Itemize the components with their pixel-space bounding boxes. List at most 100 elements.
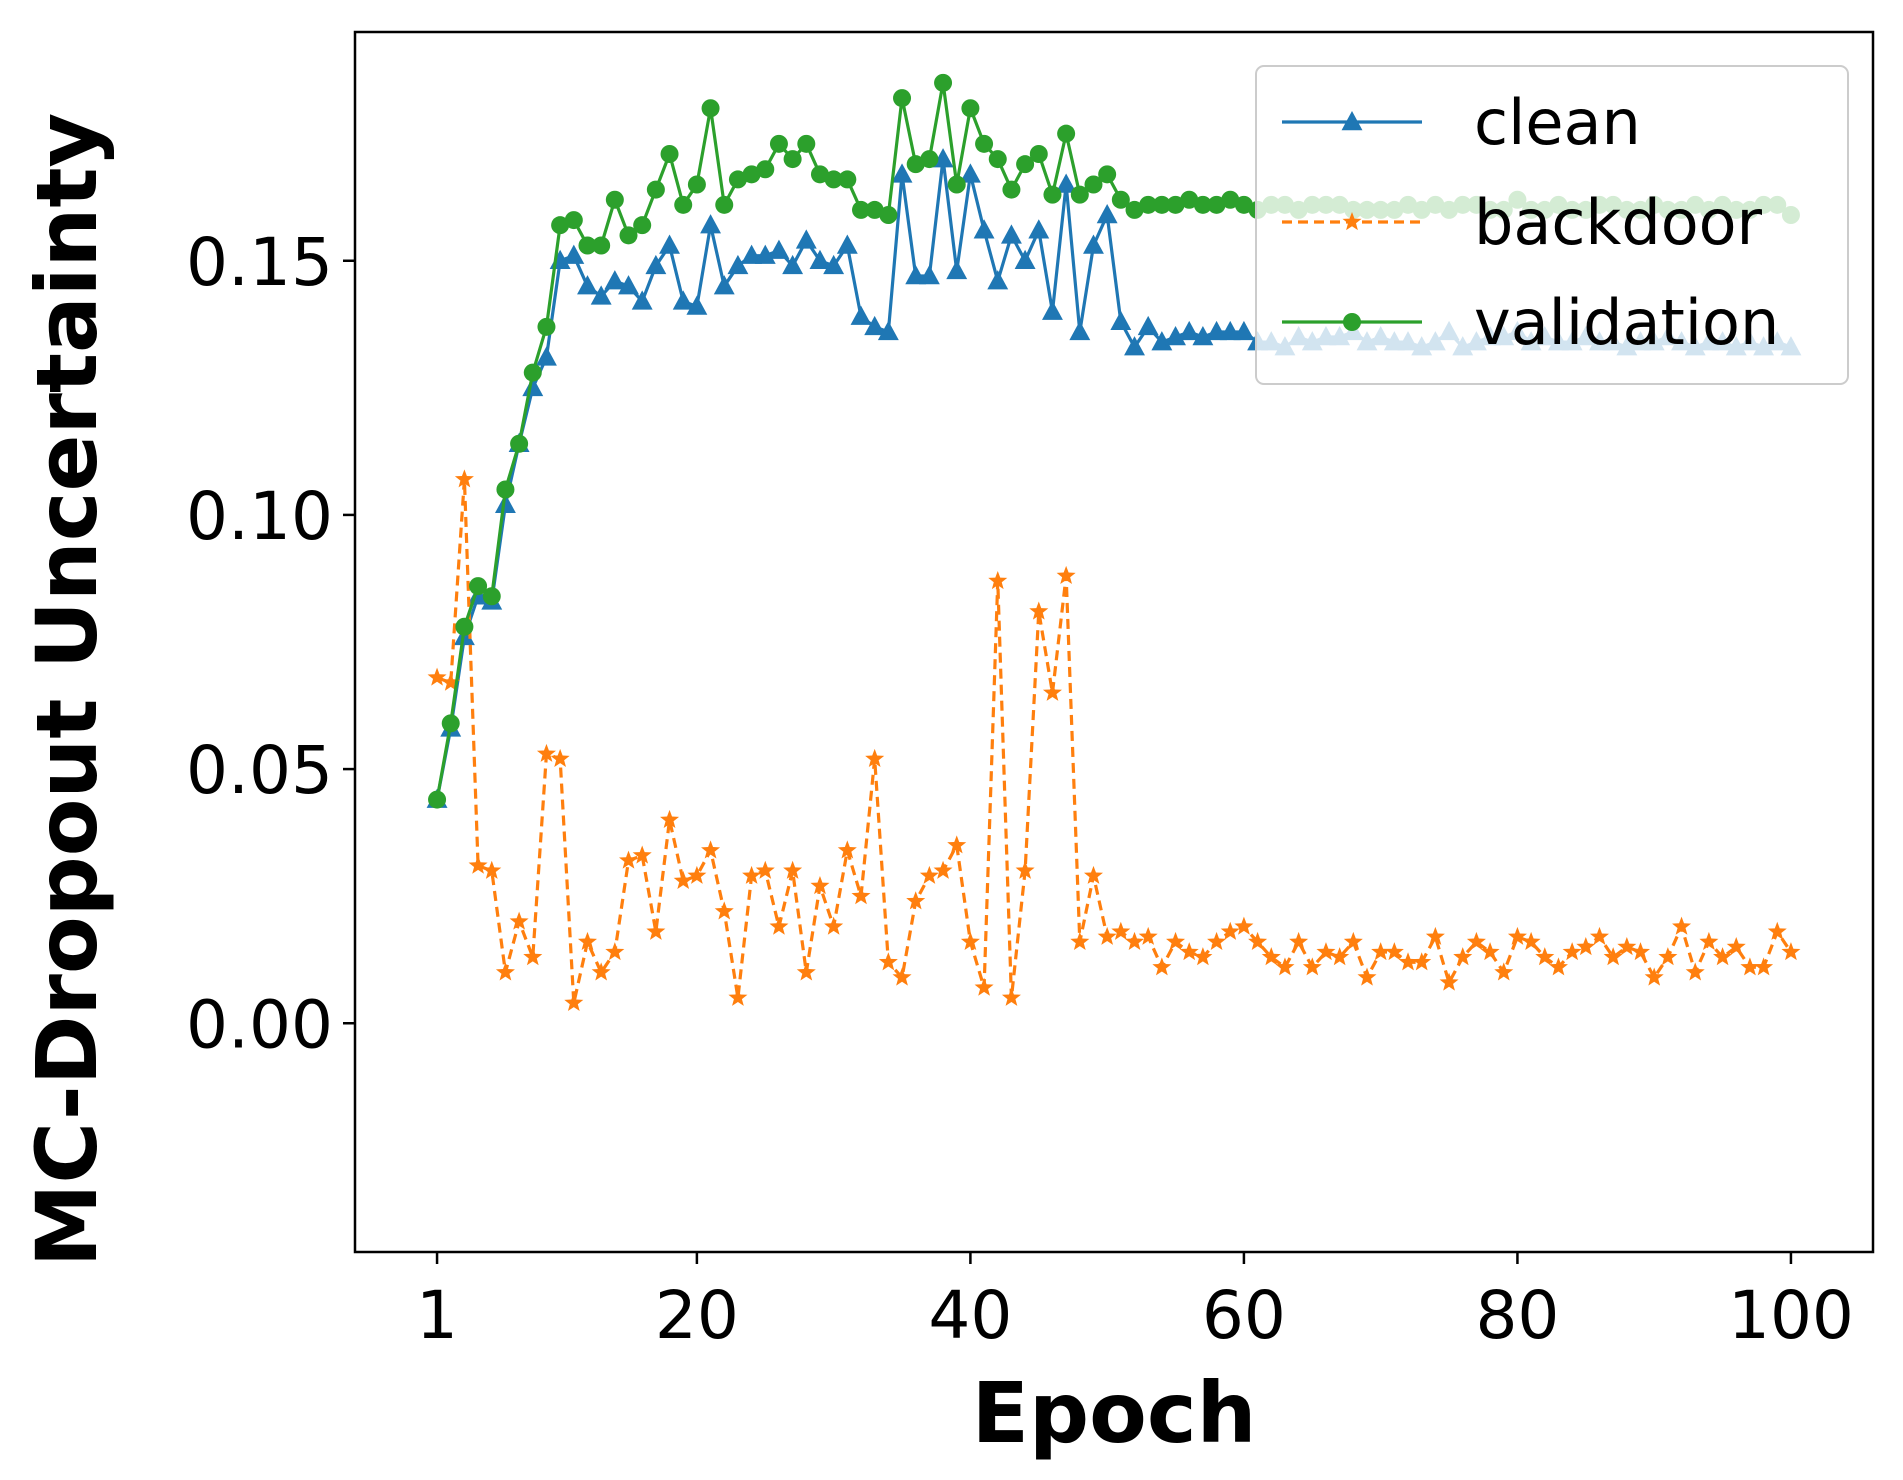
data-point-validation [838,170,857,189]
data-point-backdoor [769,916,789,935]
data-point-backdoor [728,987,748,1006]
data-point-backdoor [1562,942,1582,961]
data-point-clean [918,265,940,285]
data-point-backdoor [632,845,652,864]
data-point-clean [522,376,544,397]
legend-marker-clean [1341,111,1363,131]
data-point-validation [728,170,747,189]
data-point-clean [1206,320,1228,341]
data-point-clean [1124,336,1145,356]
data-point-backdoor [714,901,734,920]
data-point-clean [700,214,722,234]
data-point-clean [727,254,749,275]
data-point-validation [1152,195,1171,214]
data-point-backdoor [1548,957,1568,976]
data-point-backdoor [441,672,461,691]
data-point-validation [551,216,570,235]
data-point-clean [1000,224,1022,244]
data-point-backdoor [947,835,967,854]
data-point-validation [1070,185,1089,204]
data-point-clean [823,254,845,275]
data-point-validation [441,714,460,733]
data-point-clean [1069,320,1091,341]
data-point-validation [592,236,611,255]
data-point-backdoor [892,967,912,986]
data-point-backdoor [824,916,844,935]
data-point-clean [754,244,776,264]
data-point-validation [523,363,542,382]
data-point-backdoor [1412,952,1432,971]
data-point-backdoor [1439,972,1459,991]
legend-marker-backdoor [1342,212,1362,231]
data-point-backdoor [687,865,707,884]
data-point-clean [590,285,612,305]
data-point-clean [1055,173,1077,193]
data-point-clean [877,320,899,341]
data-point-backdoor [810,876,830,895]
data-point-backdoor [796,962,816,981]
data-point-clean [1014,249,1036,269]
data-point-validation [455,617,474,636]
data-point-validation [865,200,884,219]
data-point-backdoor [1507,926,1527,945]
data-point-backdoor [1781,942,1801,961]
data-point-validation [797,134,816,153]
data-point-validation [1016,155,1035,174]
data-point-clean [1110,310,1132,330]
data-point-clean [768,239,790,259]
data-point-backdoor [468,855,488,874]
data-point-backdoor [960,931,980,951]
x-tick-label: 20 [655,1277,739,1354]
data-point-backdoor [1001,987,1021,1006]
data-point-backdoor [1480,942,1500,961]
data-point-clean [987,270,1009,290]
data-point-validation [1029,145,1048,163]
legend-marker-validation [1343,313,1361,331]
data-point-backdoor [1521,931,1541,951]
data-point-backdoor [1220,921,1240,940]
data-point-backdoor [605,942,625,961]
data-point-validation [578,236,597,255]
data-point-backdoor [577,931,597,951]
data-point-backdoor [523,947,543,966]
data-point-backdoor [1631,942,1651,961]
data-point-clean [1219,320,1241,341]
data-point-backdoor [1713,947,1733,966]
data-point-backdoor [1453,947,1473,966]
data-point-validation [769,134,788,153]
data-point-clean [577,275,598,295]
data-point-clean [1028,219,1050,239]
data-point-validation [893,89,912,108]
data-point-backdoor [1644,967,1664,986]
data-point-validation [1166,195,1185,214]
data-point-validation [537,317,556,336]
data-point-clean [713,275,735,295]
data-point-clean [672,290,694,310]
data-point-validation [510,434,529,453]
data-point-validation [1098,165,1117,184]
data-point-backdoor [619,850,639,869]
data-point-clean [1137,315,1159,336]
data-point-validation [852,200,870,219]
data-point-backdoor [837,840,857,859]
data-point-validation [1057,124,1076,143]
legend-label-validation: validation [1474,286,1779,359]
data-point-backdoor [1083,865,1103,884]
y-axis-label: MC-Dropout Uncertainty [18,113,116,1267]
data-point-clean [618,275,639,295]
data-point-validation [824,170,843,189]
data-point-validation [920,150,939,169]
data-point-backdoor [1371,942,1391,961]
data-point-backdoor [1617,937,1637,956]
data-point-clean [741,244,763,264]
legend-entry-validation: validation [1282,286,1779,359]
data-point-clean [1096,204,1118,224]
data-point-backdoor [673,870,693,890]
data-point-backdoor [564,992,584,1012]
data-point-validation [1193,195,1212,214]
data-point-backdoor [1384,942,1404,961]
data-point-backdoor [1740,957,1760,976]
data-point-backdoor [1179,942,1199,961]
data-point-validation [947,175,966,194]
y-axis: 0.00 0.05 0.10 0.15 [186,224,355,1063]
